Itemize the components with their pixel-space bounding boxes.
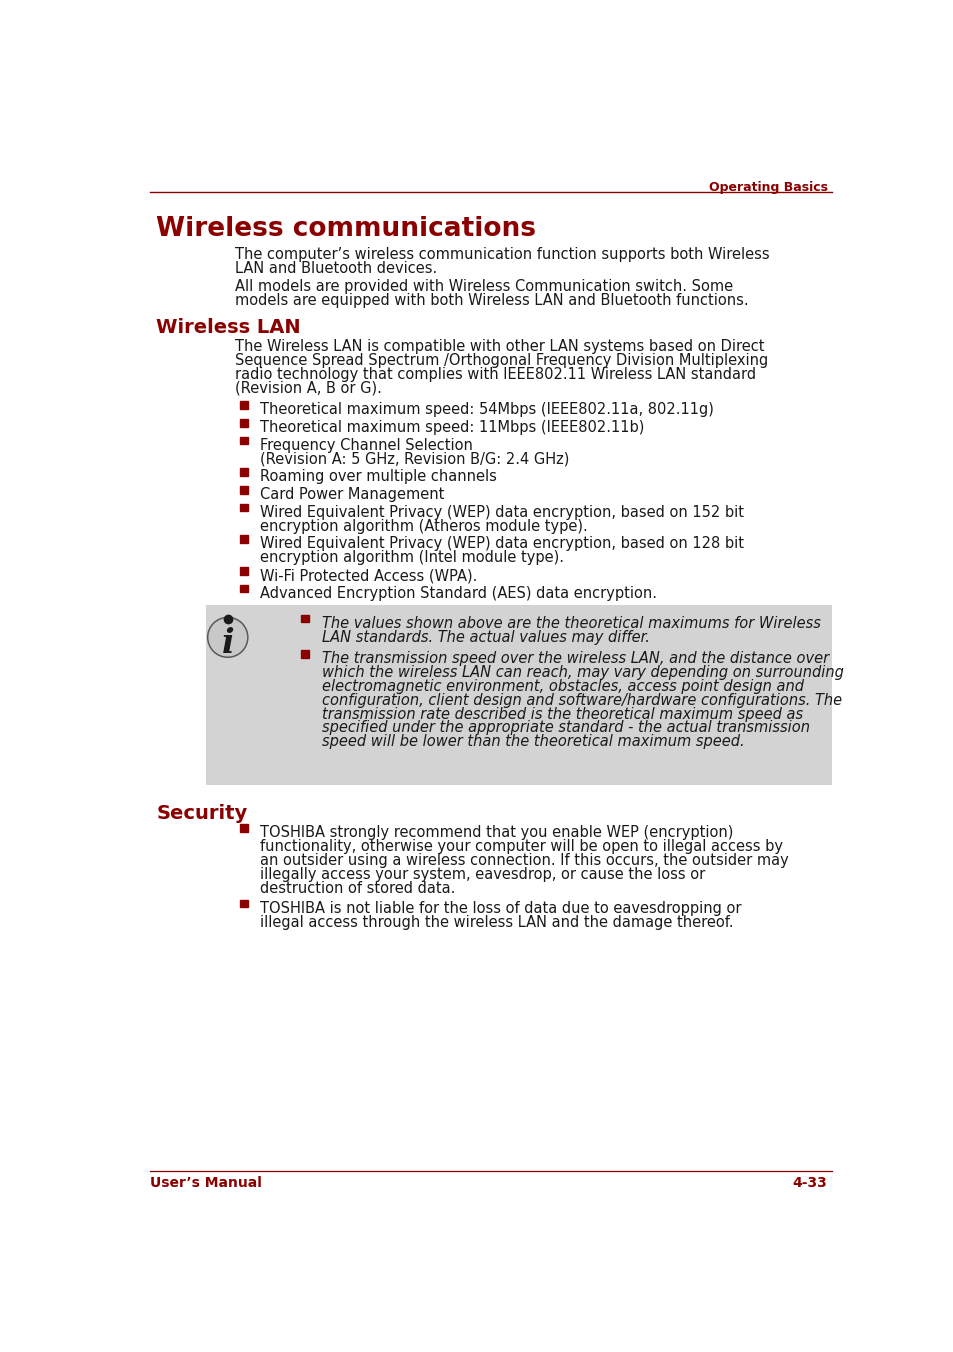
Text: 4-33: 4-33 [792, 1175, 827, 1190]
Text: functionality, otherwise your computer will be open to illegal access by: functionality, otherwise your computer w… [260, 840, 782, 854]
Text: transmission rate described is the theoretical maximum speed as: transmission rate described is the theor… [321, 707, 801, 722]
Text: Sequence Spread Spectrum /Orthogonal Frequency Division Multiplexing: Sequence Spread Spectrum /Orthogonal Fre… [235, 353, 768, 368]
Text: destruction of stored data.: destruction of stored data. [260, 880, 456, 895]
Bar [240, 437, 248, 445]
Bar [240, 485, 248, 493]
Bar [240, 504, 248, 511]
Bar [240, 402, 248, 410]
Text: Wired Equivalent Privacy (WEP) data encryption, based on 152 bit: Wired Equivalent Privacy (WEP) data encr… [260, 504, 743, 521]
Text: which the wireless LAN can reach, may vary depending on surrounding: which the wireless LAN can reach, may va… [321, 665, 842, 680]
Text: an outsider using a wireless connection. If this occurs, the outsider may: an outsider using a wireless connection.… [260, 853, 788, 868]
Text: Advanced Encryption Standard (AES) data encryption.: Advanced Encryption Standard (AES) data … [260, 585, 657, 600]
Text: Wired Equivalent Privacy (WEP) data encryption, based on 128 bit: Wired Equivalent Privacy (WEP) data encr… [260, 537, 743, 552]
Text: The Wireless LAN is compatible with other LAN systems based on Direct: The Wireless LAN is compatible with othe… [235, 339, 764, 354]
Bar [206, 604, 831, 786]
Text: electromagnetic environment, obstacles, access point design and: electromagnetic environment, obstacles, … [321, 679, 802, 694]
Text: User’s Manual: User’s Manual [150, 1175, 262, 1190]
Text: The transmission speed over the wireless LAN, and the distance over: The transmission speed over the wireless… [321, 652, 828, 667]
Bar [240, 468, 248, 476]
Text: LAN standards. The actual values may differ.: LAN standards. The actual values may dif… [321, 630, 649, 645]
Bar [240, 825, 248, 831]
Text: The computer’s wireless communication function supports both Wireless: The computer’s wireless communication fu… [235, 247, 769, 262]
Text: All models are provided with Wireless Communication switch. Some: All models are provided with Wireless Co… [235, 280, 733, 295]
Text: Wireless communications: Wireless communications [156, 216, 536, 242]
Text: speed will be lower than the theoretical maximum speed.: speed will be lower than the theoretical… [321, 734, 743, 749]
Bar [240, 535, 248, 544]
Text: Frequency Channel Selection: Frequency Channel Selection [260, 438, 473, 453]
Text: Theoretical maximum speed: 11Mbps (IEEE802.11b): Theoretical maximum speed: 11Mbps (IEEE8… [260, 420, 644, 435]
Text: Security: Security [156, 803, 248, 822]
Text: (Revision A: 5 GHz, Revision B/G: 2.4 GHz): (Revision A: 5 GHz, Revision B/G: 2.4 GH… [260, 452, 569, 466]
Text: Wi-Fi Protected Access (WPA).: Wi-Fi Protected Access (WPA). [260, 568, 477, 583]
Text: Wireless LAN: Wireless LAN [156, 318, 301, 337]
Text: TOSHIBA strongly recommend that you enable WEP (encryption): TOSHIBA strongly recommend that you enab… [260, 825, 733, 840]
Text: encryption algorithm (Intel module type).: encryption algorithm (Intel module type)… [260, 550, 564, 565]
Text: TOSHIBA is not liable for the loss of data due to eavesdropping or: TOSHIBA is not liable for the loss of da… [260, 900, 741, 915]
Circle shape [208, 618, 248, 657]
Text: encryption algorithm (Atheros module type).: encryption algorithm (Atheros module typ… [260, 519, 587, 534]
Text: radio technology that complies with IEEE802.11 Wireless LAN standard: radio technology that complies with IEEE… [235, 366, 756, 383]
Circle shape [209, 619, 246, 656]
Text: Operating Basics: Operating Basics [708, 181, 827, 193]
Text: Roaming over multiple channels: Roaming over multiple channels [260, 469, 497, 484]
Text: models are equipped with both Wireless LAN and Bluetooth functions.: models are equipped with both Wireless L… [235, 293, 748, 308]
Text: specified under the appropriate standard - the actual transmission: specified under the appropriate standard… [321, 721, 809, 735]
Text: LAN and Bluetooth devices.: LAN and Bluetooth devices. [235, 261, 437, 276]
Text: Theoretical maximum speed: 54Mbps (IEEE802.11a, 802.11g): Theoretical maximum speed: 54Mbps (IEEE8… [260, 403, 714, 418]
Text: illegal access through the wireless LAN and the damage thereof.: illegal access through the wireless LAN … [260, 914, 733, 930]
Bar [240, 566, 248, 575]
Text: i: i [221, 626, 233, 660]
Text: illegally access your system, eavesdrop, or cause the loss or: illegally access your system, eavesdrop,… [260, 867, 705, 882]
Text: The values shown above are the theoretical maximums for Wireless: The values shown above are the theoretic… [321, 615, 820, 631]
Text: (Revision A, B or G).: (Revision A, B or G). [235, 381, 382, 396]
Bar [240, 899, 248, 907]
Bar [301, 650, 309, 657]
Bar [301, 615, 309, 622]
Text: Card Power Management: Card Power Management [260, 487, 444, 502]
Bar [240, 419, 248, 427]
Bar [240, 584, 248, 592]
Text: configuration, client design and software/hardware configurations. The: configuration, client design and softwar… [321, 692, 841, 707]
